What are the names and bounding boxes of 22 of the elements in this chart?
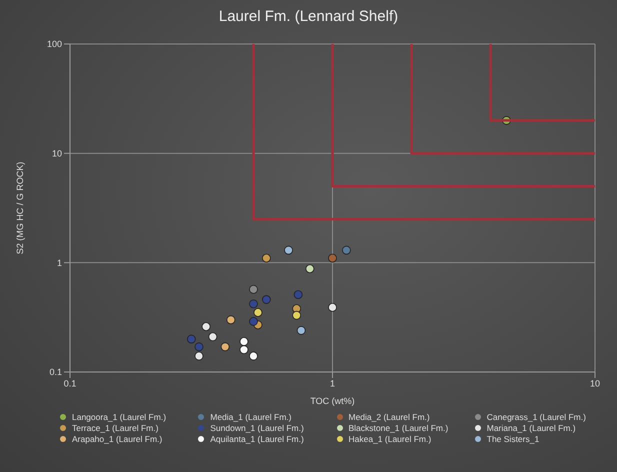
legend-label: Aquilanta_1 (Laurel Fm.) [210,434,304,444]
legend-label: Canegrass_1 (Laurel Fm.) [486,412,586,422]
y-tick-label: 100 [46,39,62,50]
legend-label: Hakea_1 (Laurel Fm.) [348,434,432,444]
y-axis-title: S2 (MG HC / G ROCK) [15,162,26,254]
x-axis-title: TOC (wt%) [310,396,355,406]
legend-label: Sundown_1 (Laurel Fm.) [210,423,304,433]
legend-label: Arapaho_1 (Laurel Fm.) [72,434,162,444]
chart-title: Laurel Fm. (Lennard Shelf) [218,7,400,27]
legend-label: Mariana_1 (Laurel Fm.) [486,423,576,433]
x-tick-label: 0.1 [64,378,76,388]
y-tick-label: 0.1 [49,367,62,378]
legend-label: Media_1 (Laurel Fm.) [210,412,292,422]
y-tick-label: 10 [52,148,62,159]
legend-label: Blackstone_1 (Laurel Fm.) [348,423,448,433]
legend-label: Media_2 (Laurel Fm.) [348,412,430,422]
x-tick-label: 10 [590,378,600,388]
y-tick-label: 1 [56,258,62,268]
legend-label: Langoora_1 (Laurel Fm.) [72,412,166,422]
legend-label: The Sisters_1 [486,434,540,444]
x-tick-label: 1 [330,378,336,388]
legend-label: Terrace_1 (Laurel Fm.) [72,423,158,433]
